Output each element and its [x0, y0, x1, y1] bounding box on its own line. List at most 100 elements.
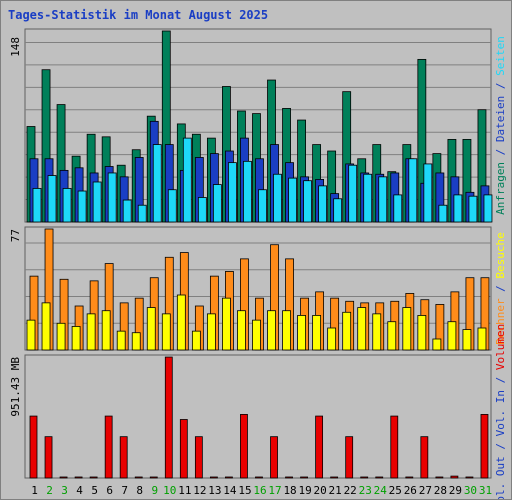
- x-tick-label-day-25: 25: [389, 484, 402, 497]
- bar-volumen-day-28: [435, 476, 444, 479]
- bar-seiten-day-28: [438, 204, 448, 223]
- legend-entry: Vol. In: [494, 390, 507, 436]
- x-tick-label-day-22: 22: [344, 484, 357, 497]
- bar-besuche-day-23: [357, 307, 367, 351]
- bar-volumen-day-10: [164, 356, 173, 479]
- bar-besuche-day-27: [417, 315, 427, 351]
- bar-volumen-day-23: [360, 476, 369, 479]
- bar-besuche-day-7: [116, 330, 126, 351]
- bar-seiten-day-7: [122, 199, 132, 223]
- bar-volumen-day-12: [194, 436, 203, 479]
- bar-volumen-day-29: [450, 475, 459, 479]
- legend-entry: Volumen: [494, 324, 507, 370]
- bar-besuche-day-13: [206, 313, 216, 351]
- bar-volumen-day-26: [405, 476, 414, 479]
- chart-panel-2: 77 Rechner / Besuche: [9, 226, 507, 351]
- legend-entry: /: [494, 279, 507, 299]
- x-tick-label-day-10: 10: [163, 484, 176, 497]
- bar-seiten-day-23: [363, 173, 373, 223]
- bar-besuche-day-31: [477, 327, 487, 351]
- x-tick-label-day-15: 15: [238, 484, 251, 497]
- bar-besuche-day-10: [161, 313, 171, 351]
- bar-volumen-day-5: [89, 476, 98, 479]
- y-max-label: 951.43 MB: [9, 357, 22, 417]
- bar-besuche-day-29: [447, 321, 457, 351]
- bar-seiten-day-5: [92, 181, 102, 223]
- legend-entry: /: [494, 370, 507, 390]
- x-tick-label-day-19: 19: [298, 484, 311, 497]
- x-tick-label-day-6: 6: [106, 484, 113, 497]
- bar-seiten-day-11: [182, 137, 192, 223]
- bar-volumen-day-31: [480, 414, 489, 479]
- bar-besuche-day-5: [86, 313, 96, 351]
- bar-seiten-day-13: [212, 184, 222, 223]
- bar-besuche-day-16: [252, 319, 261, 351]
- x-tick-label-day-5: 5: [91, 484, 98, 497]
- bar-seiten-day-16: [258, 189, 267, 223]
- x-tick-label-day-24: 24: [374, 484, 388, 497]
- bar-besuche-day-25: [387, 321, 397, 351]
- bar-volumen-day-21: [330, 476, 339, 479]
- bar-volumen-day-3: [59, 476, 68, 479]
- x-tick-label-day-16: 16: [253, 484, 266, 497]
- bar-volumen-day-25: [390, 415, 399, 479]
- page-title: Tages-Statistik im Monat August 2025: [8, 8, 269, 22]
- bar-seiten-day-17: [273, 173, 282, 223]
- legend-entry: /: [494, 76, 507, 96]
- bar-seiten-day-25: [393, 194, 403, 223]
- x-tick-label-day-30: 30: [464, 484, 477, 497]
- x-tick-label-day-29: 29: [449, 484, 462, 497]
- bar-besuche-day-9: [146, 307, 156, 351]
- bar-besuche-day-26: [402, 307, 412, 351]
- bar-besuche-day-20: [312, 315, 322, 351]
- right-legend-label: Rechner / Besuche: [494, 232, 507, 345]
- bar-besuche-day-21: [327, 327, 337, 351]
- bar-besuche-day-22: [342, 311, 352, 351]
- bar-volumen-day-11: [179, 419, 188, 479]
- right-legend-label: Anfragen / Dateien / Seiten: [494, 36, 507, 215]
- bar-volumen-day-30: [465, 476, 474, 479]
- bar-seiten-day-29: [453, 194, 463, 223]
- bar-seiten-day-10: [167, 189, 177, 223]
- bar-volumen-day-27: [420, 436, 429, 479]
- legend-entry: Seiten: [494, 36, 507, 76]
- x-tick-label-day-1: 1: [31, 484, 38, 497]
- x-tick-label-day-2: 2: [46, 484, 53, 497]
- bar-seiten-day-18: [288, 177, 297, 223]
- bar-seiten-day-31: [483, 194, 493, 223]
- bar-volumen-day-1: [29, 415, 38, 479]
- bar-seiten-day-8: [137, 204, 147, 223]
- bar-seiten-day-14: [228, 162, 237, 223]
- x-axis-labels: 1 2 3 4 5 6 7 8 9 10 11 12 13 14 15 16 17 18 19 20 21 22 23 24 2…: [31, 484, 492, 497]
- bar-seiten-day-6: [107, 172, 117, 223]
- x-tick-label-day-27: 27: [419, 484, 432, 497]
- bar-seiten-day-21: [333, 198, 343, 223]
- legend-entry: Rechner: [494, 298, 507, 345]
- x-tick-label-day-9: 9: [151, 484, 158, 497]
- x-tick-label-day-7: 7: [121, 484, 128, 497]
- y-max-label: 77: [9, 229, 22, 242]
- bar-seiten-day-27: [423, 163, 433, 223]
- bar-volumen-day-17: [270, 436, 278, 479]
- x-tick-label-day-3: 3: [61, 484, 68, 497]
- bar-besuche-day-1: [26, 319, 36, 351]
- legend-entry: Vol. Out: [494, 456, 507, 499]
- legend-entry: Dateien: [494, 96, 507, 142]
- bar-volumen-day-18: [285, 476, 293, 479]
- bar-besuche-day-18: [282, 310, 291, 351]
- bar-seiten-day-9: [152, 144, 162, 223]
- bar-seiten-day-24: [378, 176, 388, 223]
- x-tick-label-day-31: 31: [479, 484, 492, 497]
- bar-seiten-day-26: [408, 158, 418, 223]
- bar-volumen-day-20: [315, 415, 324, 479]
- x-tick-label-day-12: 12: [193, 484, 206, 497]
- bar-besuche-day-8: [131, 332, 141, 351]
- legend-entry: /: [494, 436, 507, 456]
- bar-besuche-day-17: [267, 310, 276, 351]
- bar-besuche-day-11: [176, 294, 186, 351]
- bar-volumen-day-13: [209, 476, 218, 479]
- bar-besuche-day-2: [41, 302, 51, 351]
- bar-seiten-day-22: [348, 164, 358, 223]
- bar-seiten-day-4: [77, 190, 87, 223]
